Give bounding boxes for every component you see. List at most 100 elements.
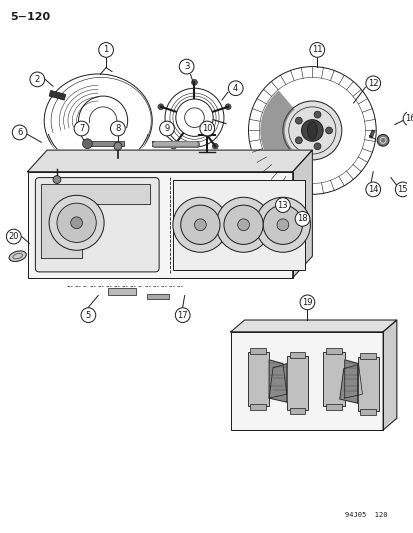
Bar	[230, 332, 382, 430]
Bar	[323, 352, 344, 406]
Bar	[357, 357, 378, 411]
Text: 15: 15	[396, 185, 407, 194]
Circle shape	[223, 205, 263, 245]
Circle shape	[175, 308, 190, 322]
Circle shape	[12, 125, 27, 140]
Circle shape	[294, 212, 309, 226]
Text: 1: 1	[103, 45, 109, 54]
Text: 17: 17	[177, 311, 188, 320]
Ellipse shape	[307, 122, 316, 139]
Circle shape	[191, 79, 197, 85]
Polygon shape	[292, 150, 311, 278]
Circle shape	[6, 229, 21, 244]
Circle shape	[53, 176, 61, 183]
Circle shape	[212, 143, 218, 149]
Text: 9: 9	[164, 124, 169, 133]
Bar	[289, 352, 305, 358]
Text: 5: 5	[85, 311, 91, 320]
Circle shape	[295, 137, 301, 144]
Polygon shape	[382, 320, 396, 430]
Text: 8: 8	[115, 124, 120, 133]
Text: 18: 18	[297, 214, 307, 223]
Text: 16: 16	[404, 114, 413, 123]
Circle shape	[313, 143, 320, 150]
Bar	[247, 352, 268, 406]
Bar	[360, 409, 375, 415]
Circle shape	[98, 43, 113, 57]
Text: 3: 3	[183, 62, 189, 71]
Polygon shape	[339, 365, 357, 403]
Circle shape	[394, 182, 409, 197]
Bar	[325, 404, 341, 410]
Bar	[108, 288, 135, 295]
Bar	[49, 91, 66, 100]
Circle shape	[81, 308, 95, 322]
Polygon shape	[268, 364, 286, 402]
Text: 5−120: 5−120	[10, 12, 50, 21]
Text: 13: 13	[277, 200, 287, 209]
Circle shape	[57, 203, 96, 243]
Circle shape	[216, 197, 271, 252]
Circle shape	[263, 205, 302, 245]
Circle shape	[225, 104, 230, 110]
Text: 2: 2	[35, 75, 40, 84]
Circle shape	[82, 139, 92, 149]
Text: 10: 10	[202, 124, 212, 133]
Circle shape	[365, 76, 380, 91]
Bar	[173, 180, 305, 270]
Circle shape	[275, 198, 290, 213]
Text: 11: 11	[311, 45, 322, 54]
Polygon shape	[27, 150, 311, 172]
Polygon shape	[268, 360, 286, 398]
Polygon shape	[41, 184, 150, 258]
Text: 6: 6	[17, 128, 22, 137]
Circle shape	[159, 121, 174, 136]
Circle shape	[276, 219, 288, 231]
Circle shape	[179, 59, 194, 74]
Text: 12: 12	[367, 79, 377, 88]
Circle shape	[402, 111, 413, 126]
Circle shape	[173, 197, 227, 252]
Circle shape	[325, 127, 332, 134]
Bar	[147, 294, 169, 300]
Bar	[250, 404, 266, 410]
Circle shape	[30, 72, 45, 87]
Circle shape	[301, 119, 323, 141]
Circle shape	[295, 117, 301, 124]
Circle shape	[237, 219, 249, 231]
Text: 19: 19	[301, 298, 312, 307]
Circle shape	[74, 121, 89, 136]
Wedge shape	[260, 91, 294, 171]
Ellipse shape	[9, 251, 26, 262]
Circle shape	[180, 205, 219, 245]
Circle shape	[309, 43, 324, 57]
Bar	[289, 408, 305, 414]
Wedge shape	[48, 121, 148, 173]
Text: 20: 20	[9, 232, 19, 241]
Bar	[86, 141, 123, 146]
Bar	[250, 348, 266, 354]
FancyBboxPatch shape	[35, 177, 159, 272]
Circle shape	[110, 121, 125, 136]
Circle shape	[157, 104, 164, 110]
Bar	[286, 356, 308, 410]
Circle shape	[170, 143, 176, 149]
Text: 4: 4	[233, 84, 238, 93]
Polygon shape	[230, 320, 396, 332]
Circle shape	[71, 217, 82, 229]
Bar	[360, 353, 375, 359]
Circle shape	[49, 195, 104, 251]
Text: 14: 14	[367, 185, 377, 194]
Circle shape	[114, 142, 121, 150]
Text: 7: 7	[78, 124, 84, 133]
Bar	[368, 130, 374, 139]
Circle shape	[299, 295, 314, 310]
Bar	[325, 348, 341, 354]
Circle shape	[376, 134, 388, 146]
Circle shape	[255, 197, 310, 252]
Circle shape	[228, 81, 242, 95]
Text: 94J05  120: 94J05 120	[344, 512, 387, 518]
Circle shape	[313, 111, 320, 118]
Circle shape	[282, 101, 341, 160]
Circle shape	[199, 121, 214, 136]
